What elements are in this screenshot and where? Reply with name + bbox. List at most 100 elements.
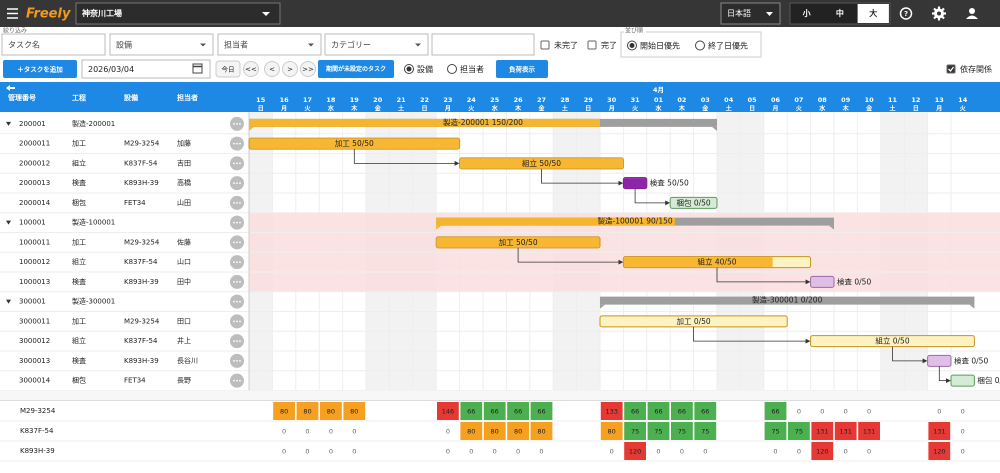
button-label: 今日 [222, 65, 235, 74]
row-menu-button[interactable] [230, 353, 244, 368]
nav-button[interactable] [264, 61, 280, 77]
menu-dot [236, 162, 238, 165]
expand-toggle[interactable] [6, 299, 11, 304]
load-value: 80 [514, 428, 522, 436]
settings-icon[interactable] [932, 6, 946, 21]
row-menu-button[interactable] [230, 235, 244, 250]
task-progress[interactable] [623, 178, 647, 189]
help-icon[interactable]: ? [899, 7, 913, 20]
weekday-label: 月 [280, 105, 287, 113]
task-bar[interactable] [669, 196, 718, 209]
task-label: 検査 50/50 [650, 178, 689, 188]
checkbox[interactable] [946, 64, 956, 74]
add-task-button[interactable] [3, 60, 77, 78]
expand-toggle[interactable] [6, 121, 11, 126]
process: 加工 [72, 139, 86, 148]
row-menu-button[interactable] [230, 195, 244, 210]
day-label: 31 [631, 96, 641, 104]
column-header: 工程 [72, 93, 86, 102]
day-label: 11 [888, 96, 898, 104]
load-value: 0 [352, 428, 356, 436]
language-select[interactable] [720, 2, 781, 25]
month-label: 4月 [653, 86, 664, 94]
row-menu-button[interactable] [230, 274, 244, 289]
sort-options: 開始日優先 終了日優先 [627, 40, 748, 51]
task-progress[interactable] [460, 158, 623, 169]
summary-bar[interactable] [600, 296, 975, 305]
weekday-label: 木 [842, 105, 850, 113]
equipment-select[interactable] [109, 33, 214, 56]
unscheduled-button[interactable] [318, 60, 394, 78]
load-cell [764, 422, 787, 440]
task-progress[interactable] [436, 237, 600, 248]
task-bar[interactable] [950, 374, 975, 387]
radio[interactable] [695, 40, 705, 51]
row-menu-button[interactable] [230, 294, 244, 309]
text-input[interactable] [431, 33, 535, 56]
menu-dot [239, 359, 241, 362]
load-value: 0 [539, 448, 543, 456]
task-name-input[interactable] [1, 33, 106, 56]
date-input[interactable] [81, 59, 211, 79]
menu-dot [236, 300, 238, 303]
load-cell [530, 422, 553, 440]
size-option[interactable]: 中 [836, 8, 844, 18]
radio-dot [406, 66, 412, 72]
row-menu-button[interactable] [230, 334, 244, 349]
checkbox[interactable] [587, 40, 597, 50]
size-option[interactable]: 大 [869, 8, 877, 18]
task-progress[interactable] [249, 138, 460, 149]
size-option[interactable]: 小 [802, 8, 811, 18]
user-icon[interactable] [966, 8, 978, 19]
group-id: 100001 [19, 219, 46, 227]
row-menu-button[interactable] [230, 373, 244, 388]
load-value: 0 [305, 448, 309, 456]
load-value: 146 [442, 408, 454, 416]
assignee: 長谷川 [177, 356, 198, 365]
row-menu-button[interactable] [230, 314, 244, 329]
category-select[interactable] [324, 33, 429, 56]
load-cell [764, 402, 787, 420]
factory-select[interactable] [75, 2, 281, 25]
row-menu-button[interactable] [230, 136, 244, 151]
size-selected [857, 4, 889, 23]
load-value: 75 [678, 428, 686, 436]
task-bar[interactable] [810, 275, 835, 288]
load-cell [834, 402, 857, 420]
nav-button[interactable] [282, 61, 298, 77]
assignee-select[interactable] [217, 33, 322, 56]
summary-progress[interactable] [249, 118, 600, 127]
task-bar[interactable] [927, 354, 952, 367]
load-cell [647, 402, 670, 420]
load-cell [320, 402, 342, 420]
load-view-button[interactable] [496, 60, 548, 78]
row-menu-button[interactable] [230, 176, 244, 191]
load-value: 0 [867, 448, 871, 456]
row-menu-button[interactable] [230, 116, 244, 131]
nav-button[interactable] [243, 61, 259, 77]
menu-icon[interactable] [7, 8, 18, 19]
checkbox[interactable] [540, 40, 550, 50]
load-cell [788, 422, 810, 440]
radio[interactable] [447, 64, 457, 74]
load-value: 75 [771, 428, 779, 436]
load-value: 0 [469, 448, 473, 456]
task-progress[interactable] [623, 257, 773, 268]
task-id: 2000013 [19, 179, 50, 187]
today-button[interactable] [215, 60, 241, 78]
calendar-icon[interactable] [192, 63, 203, 74]
load-value: 66 [771, 408, 779, 416]
row-menu-button[interactable] [230, 156, 244, 171]
task-id: 1000013 [19, 278, 50, 286]
day-label: 01 [654, 96, 664, 104]
nav-button[interactable] [300, 61, 316, 77]
row-menu-button[interactable] [230, 255, 244, 270]
expand-toggle[interactable] [6, 220, 11, 225]
sort-title-bg [624, 28, 646, 34]
menu-dot [233, 261, 235, 264]
row-menu-button[interactable] [230, 215, 244, 230]
summary-progress[interactable] [436, 217, 675, 226]
task-id: 3000011 [19, 317, 50, 325]
collapse-icon[interactable] [6, 85, 15, 91]
caret [308, 43, 314, 47]
